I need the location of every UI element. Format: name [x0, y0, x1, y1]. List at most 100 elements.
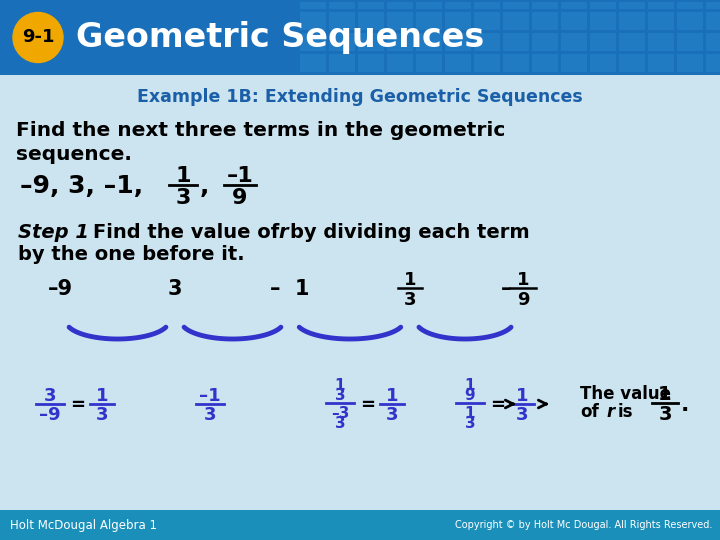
Text: 9-1: 9-1 [22, 29, 54, 46]
FancyBboxPatch shape [387, 33, 413, 51]
Text: 3: 3 [96, 406, 108, 424]
FancyBboxPatch shape [329, 54, 355, 72]
Text: ,: , [200, 174, 210, 198]
FancyBboxPatch shape [445, 33, 471, 51]
Text: 1: 1 [658, 384, 672, 403]
Text: 3: 3 [658, 406, 672, 424]
Text: 1: 1 [517, 271, 529, 289]
Text: Example 1B: Extending Geometric Sequences: Example 1B: Extending Geometric Sequence… [137, 88, 583, 106]
FancyBboxPatch shape [561, 54, 587, 72]
FancyBboxPatch shape [416, 12, 442, 30]
FancyBboxPatch shape [387, 12, 413, 30]
Text: 3: 3 [464, 415, 475, 430]
FancyBboxPatch shape [706, 54, 720, 72]
Text: sequence.: sequence. [16, 145, 132, 165]
Text: Holt McDougal Algebra 1: Holt McDougal Algebra 1 [10, 518, 157, 531]
FancyBboxPatch shape [677, 33, 703, 51]
FancyBboxPatch shape [445, 2, 471, 9]
FancyBboxPatch shape [445, 54, 471, 72]
Text: Find the next three terms in the geometric: Find the next three terms in the geometr… [16, 120, 505, 139]
Text: 3: 3 [168, 279, 182, 299]
FancyBboxPatch shape [416, 54, 442, 72]
FancyBboxPatch shape [648, 33, 674, 51]
FancyBboxPatch shape [329, 12, 355, 30]
FancyBboxPatch shape [590, 33, 616, 51]
Text: =: = [490, 396, 505, 414]
FancyBboxPatch shape [474, 54, 500, 72]
Text: by the one before it.: by the one before it. [18, 245, 245, 264]
FancyBboxPatch shape [416, 33, 442, 51]
FancyBboxPatch shape [474, 2, 500, 9]
FancyBboxPatch shape [387, 2, 413, 9]
Text: r: r [606, 403, 614, 421]
Text: 1: 1 [96, 387, 108, 405]
Text: 3: 3 [404, 291, 416, 309]
FancyBboxPatch shape [503, 33, 529, 51]
FancyBboxPatch shape [619, 54, 645, 72]
Text: =: = [360, 396, 375, 414]
FancyBboxPatch shape [416, 2, 442, 9]
Text: Find the value of: Find the value of [93, 222, 279, 241]
Text: 3: 3 [516, 406, 528, 424]
FancyBboxPatch shape [329, 33, 355, 51]
FancyBboxPatch shape [619, 33, 645, 51]
Text: –9: –9 [48, 279, 73, 299]
FancyBboxPatch shape [503, 12, 529, 30]
Text: 1: 1 [404, 271, 416, 289]
Text: 3: 3 [44, 387, 56, 405]
FancyBboxPatch shape [561, 2, 587, 9]
Text: 1: 1 [464, 406, 475, 421]
Text: 1: 1 [464, 377, 475, 393]
Text: –9, 3, –1,: –9, 3, –1, [20, 174, 143, 198]
Text: is: is [618, 403, 634, 421]
FancyBboxPatch shape [677, 54, 703, 72]
FancyBboxPatch shape [503, 54, 529, 72]
FancyBboxPatch shape [561, 12, 587, 30]
FancyBboxPatch shape [619, 2, 645, 9]
Text: 3: 3 [175, 188, 191, 208]
FancyBboxPatch shape [677, 2, 703, 9]
Text: –3: –3 [330, 406, 349, 421]
FancyBboxPatch shape [0, 510, 720, 540]
Text: 9: 9 [464, 388, 475, 402]
FancyBboxPatch shape [590, 12, 616, 30]
FancyBboxPatch shape [706, 2, 720, 9]
Text: –: – [500, 279, 511, 299]
FancyBboxPatch shape [358, 12, 384, 30]
FancyBboxPatch shape [532, 33, 558, 51]
Text: –1: –1 [227, 166, 253, 186]
Text: 1: 1 [386, 387, 398, 405]
Text: r: r [278, 222, 287, 241]
Text: 1: 1 [335, 377, 346, 393]
FancyBboxPatch shape [532, 12, 558, 30]
FancyBboxPatch shape [0, 75, 720, 510]
FancyBboxPatch shape [561, 33, 587, 51]
Text: The value: The value [580, 385, 671, 403]
Text: of: of [580, 403, 599, 421]
FancyBboxPatch shape [300, 54, 326, 72]
FancyBboxPatch shape [706, 12, 720, 30]
FancyBboxPatch shape [648, 54, 674, 72]
FancyBboxPatch shape [387, 54, 413, 72]
FancyBboxPatch shape [590, 2, 616, 9]
FancyBboxPatch shape [532, 2, 558, 9]
FancyBboxPatch shape [532, 54, 558, 72]
Text: – 1: – 1 [270, 279, 310, 299]
FancyBboxPatch shape [648, 12, 674, 30]
FancyBboxPatch shape [474, 33, 500, 51]
Text: 1: 1 [175, 166, 191, 186]
FancyBboxPatch shape [590, 54, 616, 72]
Text: 3: 3 [335, 388, 346, 402]
FancyBboxPatch shape [677, 12, 703, 30]
FancyBboxPatch shape [300, 12, 326, 30]
Text: .: . [681, 395, 689, 415]
Text: 9: 9 [233, 188, 248, 208]
FancyBboxPatch shape [445, 12, 471, 30]
FancyBboxPatch shape [648, 2, 674, 9]
FancyBboxPatch shape [358, 54, 384, 72]
FancyBboxPatch shape [300, 33, 326, 51]
Text: Step 1: Step 1 [18, 222, 89, 241]
FancyBboxPatch shape [0, 0, 720, 75]
FancyBboxPatch shape [706, 33, 720, 51]
FancyBboxPatch shape [300, 2, 326, 9]
